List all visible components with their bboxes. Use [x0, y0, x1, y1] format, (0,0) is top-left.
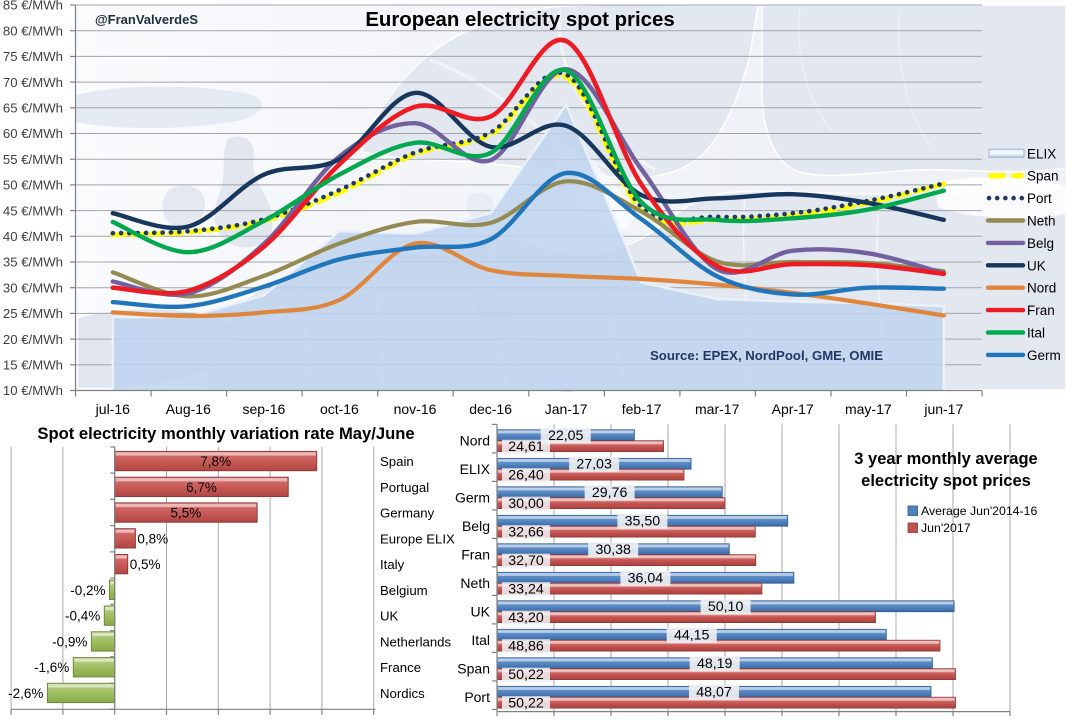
- svg-text:35 €/MWh: 35 €/MWh: [3, 255, 63, 270]
- svg-text:0,5%: 0,5%: [130, 557, 161, 572]
- svg-text:50,22: 50,22: [508, 667, 544, 683]
- svg-text:-0,2%: -0,2%: [70, 583, 105, 598]
- svg-text:30,00: 30,00: [508, 496, 544, 512]
- svg-text:feb-17: feb-17: [622, 401, 662, 417]
- svg-text:Ital: Ital: [471, 632, 490, 648]
- svg-text:5,5%: 5,5%: [171, 506, 202, 521]
- svg-text:electricity spot prices: electricity spot prices: [861, 472, 1031, 490]
- svg-text:Spain: Spain: [380, 454, 414, 469]
- svg-text:27,03: 27,03: [576, 456, 612, 472]
- svg-text:Fran: Fran: [1027, 303, 1055, 318]
- svg-text:UK: UK: [471, 603, 491, 619]
- svg-text:Spot electricity monthly varia: Spot electricity monthly variation rate …: [37, 424, 414, 443]
- svg-text:3 year monthly average: 3 year monthly average: [854, 450, 1037, 468]
- svg-text:7,8%: 7,8%: [200, 454, 231, 469]
- svg-text:Average Jun'2014-16: Average Jun'2014-16: [921, 504, 1037, 518]
- svg-text:0,8%: 0,8%: [137, 531, 168, 546]
- svg-text:sep-16: sep-16: [242, 401, 285, 417]
- svg-text:20 €/MWh: 20 €/MWh: [3, 332, 63, 347]
- svg-text:-2,6%: -2,6%: [8, 686, 43, 701]
- svg-text:25 €/MWh: 25 €/MWh: [3, 306, 63, 321]
- svg-text:Jan-17: Jan-17: [545, 401, 588, 417]
- svg-text:Jun'2017: Jun'2017: [921, 521, 971, 535]
- svg-text:35,50: 35,50: [625, 513, 661, 529]
- svg-text:44,15: 44,15: [674, 627, 710, 643]
- svg-text:jun-17: jun-17: [923, 401, 963, 417]
- svg-text:29,76: 29,76: [592, 485, 628, 501]
- svg-text:-0,9%: -0,9%: [52, 634, 87, 649]
- svg-text:32,66: 32,66: [508, 525, 544, 541]
- svg-text:European electricity spot pric: European electricity spot prices: [365, 9, 674, 31]
- svg-text:France: France: [380, 660, 421, 675]
- svg-text:Belg: Belg: [1027, 236, 1054, 251]
- svg-text:Source: EPEX, NordPool, GME, O: Source: EPEX, NordPool, GME, OMIE: [650, 348, 883, 363]
- svg-text:15 €/MWh: 15 €/MWh: [3, 358, 63, 373]
- svg-text:50,10: 50,10: [708, 599, 744, 615]
- svg-text:Netherlands: Netherlands: [380, 634, 452, 649]
- svg-text:50 €/MWh: 50 €/MWh: [3, 178, 63, 193]
- svg-text:Italy: Italy: [380, 557, 405, 572]
- svg-text:oct-16: oct-16: [320, 401, 359, 417]
- svg-text:Span: Span: [1027, 169, 1059, 184]
- svg-text:-0,4%: -0,4%: [65, 609, 100, 624]
- svg-text:45 €/MWh: 45 €/MWh: [3, 203, 63, 218]
- svg-text:80 €/MWh: 80 €/MWh: [3, 23, 63, 38]
- svg-text:ELIX: ELIX: [460, 461, 491, 477]
- svg-text:jul-16: jul-16: [95, 401, 130, 417]
- svg-text:36,04: 36,04: [628, 570, 664, 586]
- svg-text:48,19: 48,19: [697, 656, 733, 672]
- svg-text:Aug-16: Aug-16: [166, 401, 211, 417]
- svg-text:@FranValverdeS: @FranValverdeS: [95, 12, 198, 27]
- svg-text:Belg: Belg: [462, 518, 490, 534]
- svg-text:22,05: 22,05: [548, 428, 584, 444]
- svg-text:may-17: may-17: [845, 401, 892, 417]
- svg-text:48,86: 48,86: [508, 639, 544, 655]
- svg-text:70 €/MWh: 70 €/MWh: [3, 75, 63, 90]
- svg-text:33,24: 33,24: [508, 582, 544, 598]
- svg-text:40 €/MWh: 40 €/MWh: [3, 229, 63, 244]
- svg-text:Ital: Ital: [1027, 326, 1045, 341]
- svg-text:48,07: 48,07: [696, 684, 732, 700]
- svg-text:Fran: Fran: [461, 546, 490, 562]
- svg-text:UK: UK: [1027, 258, 1046, 273]
- svg-text:32,70: 32,70: [508, 553, 544, 569]
- svg-text:30 €/MWh: 30 €/MWh: [3, 280, 63, 295]
- svg-text:dec-16: dec-16: [469, 401, 512, 417]
- svg-text:Span: Span: [457, 660, 490, 676]
- svg-text:75 €/MWh: 75 €/MWh: [3, 49, 63, 64]
- svg-text:Portugal: Portugal: [380, 480, 429, 495]
- svg-text:30,38: 30,38: [595, 542, 631, 558]
- svg-text:Germ: Germ: [1027, 348, 1061, 363]
- svg-text:-1,6%: -1,6%: [34, 660, 69, 675]
- svg-text:26,40: 26,40: [508, 468, 544, 484]
- svg-text:ELIX: ELIX: [1027, 146, 1056, 161]
- svg-text:Nord: Nord: [1027, 281, 1056, 296]
- svg-text:65 €/MWh: 65 €/MWh: [3, 101, 63, 116]
- svg-text:Neth: Neth: [1027, 214, 1056, 229]
- svg-text:Belgium: Belgium: [380, 583, 428, 598]
- svg-text:10 €/MWh: 10 €/MWh: [3, 383, 63, 398]
- svg-text:24,61: 24,61: [508, 439, 544, 455]
- svg-text:50,22: 50,22: [508, 696, 544, 712]
- svg-text:Nordics: Nordics: [380, 686, 425, 701]
- svg-text:55 €/MWh: 55 €/MWh: [3, 152, 63, 167]
- svg-text:Port: Port: [1027, 191, 1052, 206]
- svg-text:Nord: Nord: [460, 432, 490, 448]
- svg-text:nov-16: nov-16: [394, 401, 437, 417]
- svg-text:43,20: 43,20: [508, 610, 544, 626]
- svg-text:mar-17: mar-17: [695, 401, 740, 417]
- svg-text:Neth: Neth: [460, 575, 490, 591]
- svg-text:Apr-17: Apr-17: [772, 401, 814, 417]
- svg-text:6,7%: 6,7%: [186, 480, 217, 495]
- svg-text:85 €/MWh: 85 €/MWh: [3, 0, 63, 13]
- svg-text:Germany: Germany: [380, 506, 435, 521]
- svg-text:Europe ELIX: Europe ELIX: [380, 531, 455, 546]
- svg-text:Germ: Germ: [455, 489, 490, 505]
- svg-text:UK: UK: [380, 609, 399, 624]
- svg-text:Port: Port: [464, 689, 490, 705]
- svg-text:60 €/MWh: 60 €/MWh: [3, 126, 63, 141]
